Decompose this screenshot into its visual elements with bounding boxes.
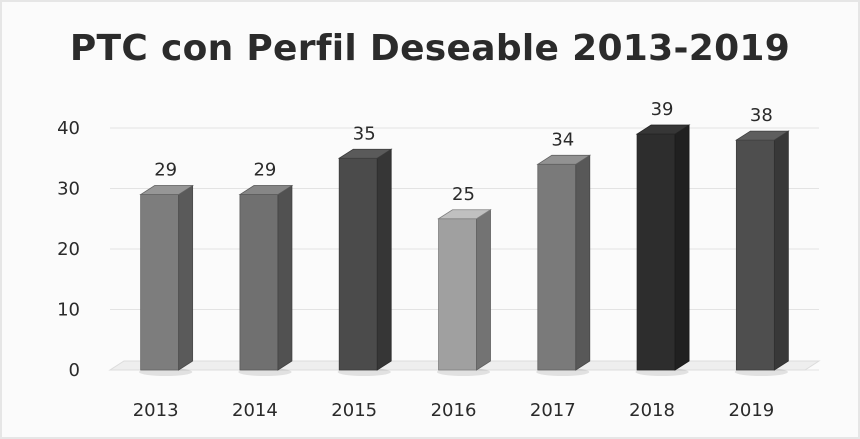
data-label: 39 [651,99,674,120]
bar-side [476,209,491,371]
data-label: 29 [253,160,276,181]
bar-front [140,194,180,371]
bar-front [438,218,477,371]
x-tick-label: 2016 [431,400,477,421]
y-tick-label: 10 [57,300,80,321]
x-tick-label: 2014 [232,400,278,421]
bar-front [537,163,577,371]
bar-top [337,148,393,159]
x-tick-label: 2013 [133,400,179,421]
data-labels: 29 29 35 25 34 39 38 [154,99,773,205]
bar-top [139,185,195,195]
y-tick-label: 20 [57,239,80,260]
x-tick-label: 2019 [728,400,774,421]
bar-side [376,148,392,371]
bar-side [277,184,293,371]
bar-top [238,185,294,195]
bars [139,124,790,376]
x-tick-label: 2017 [530,400,576,421]
bar-side [773,130,789,371]
bar-top [734,130,790,141]
bar-side [178,184,194,371]
data-label: 25 [452,184,475,205]
bar-front [735,139,775,371]
bar-front [636,133,676,371]
bar-top [635,124,691,135]
bar-2018 [635,124,691,376]
bar-2016 [436,209,492,376]
bar-top [437,209,492,220]
y-tick-label: 30 [57,179,80,200]
data-label: 34 [551,129,574,150]
bar-2013 [139,184,195,376]
bar-side [575,154,591,371]
y-tick-label: 0 [69,360,80,381]
data-label: 29 [154,160,177,181]
x-axis-ticks: 2013 2014 2015 2016 2017 2018 2019 [133,400,775,421]
bar-top [536,154,592,165]
x-tick-label: 2015 [331,400,377,421]
bar-2014 [238,184,294,376]
bar-side [674,124,690,371]
bar-2019 [734,130,790,376]
data-label: 38 [750,105,773,126]
data-label: 35 [353,123,376,144]
bar-2017 [536,154,592,376]
bar-front [338,157,378,371]
x-tick-label: 2018 [629,400,675,421]
chart-title: PTC con Perfil Deseable 2013-2019 [69,28,791,69]
y-tick-label: 40 [57,118,80,139]
bar-front [239,194,279,371]
bar-2015 [337,148,393,376]
y-axis-ticks: 0 10 20 30 40 [57,118,80,381]
